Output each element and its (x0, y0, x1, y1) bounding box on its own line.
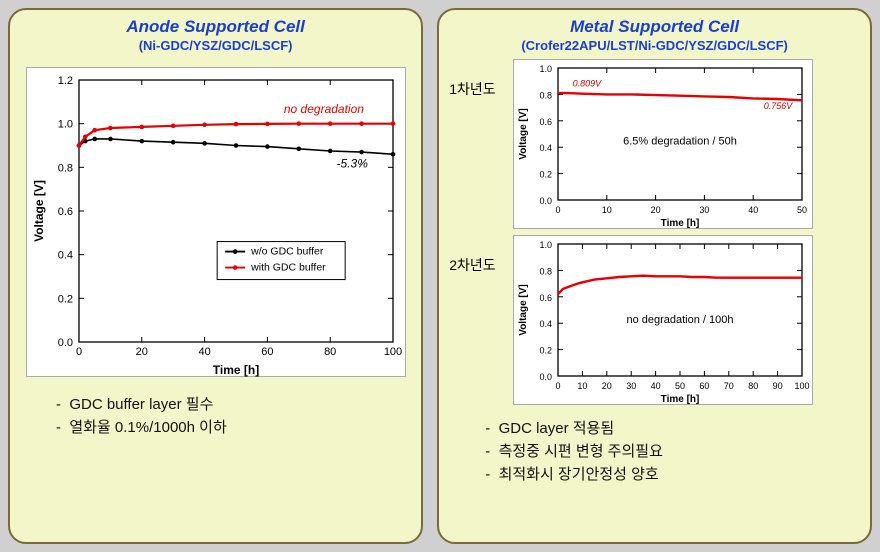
year2-label: 2차년도 (449, 235, 507, 275)
anode-chart: 0 20 40 60 80 100 0.0 0.2 0.4 0.6 0.8 1.0 1.2 Time [h… (26, 67, 406, 377)
svg-text:30: 30 (626, 381, 636, 391)
note-row: - GDC layer 적용됨 (485, 417, 860, 438)
metal-subtitle: (Crofer22APU/LST/Ni-GDC/YSZ/GDC/LSCF) (449, 38, 860, 53)
svg-text:-5.3%: -5.3% (336, 156, 368, 170)
svg-text:0.2: 0.2 (540, 345, 553, 355)
svg-text:50: 50 (675, 381, 685, 391)
year2-row: 2차년도 01020304050607080901000.00.20.40.60… (449, 235, 860, 405)
svg-text:40: 40 (198, 346, 210, 358)
note-text: 열화율 0.1%/1000h 이하 (69, 419, 226, 436)
svg-text:40: 40 (651, 381, 661, 391)
anode-subtitle: (Ni-GDC/YSZ/GDC/LSCF) (20, 38, 411, 53)
svg-text:1.2: 1.2 (57, 75, 72, 87)
svg-text:20: 20 (651, 205, 661, 215)
svg-text:0: 0 (556, 381, 561, 391)
svg-text:6.5% degradation / 50h: 6.5% degradation / 50h (623, 135, 737, 147)
svg-text:10: 10 (602, 205, 612, 215)
svg-text:0.8: 0.8 (540, 266, 553, 276)
svg-text:0.8: 0.8 (540, 90, 553, 100)
svg-text:80: 80 (324, 346, 336, 358)
svg-text:1.0: 1.0 (540, 240, 553, 250)
svg-text:0.6: 0.6 (540, 292, 553, 302)
svg-text:0: 0 (76, 346, 82, 358)
svg-text:1.0: 1.0 (540, 64, 553, 74)
svg-text:Time [h]: Time [h] (661, 394, 700, 405)
svg-text:with GDC buffer: with GDC buffer (250, 261, 326, 273)
anode-chart-svg: 0 20 40 60 80 100 0.0 0.2 0.4 0.6 0.8 1.0 1.2 Time [h… (27, 68, 407, 378)
svg-text:Voltage [V]: Voltage [V] (32, 180, 46, 242)
svg-text:w/o GDC buffer: w/o GDC buffer (250, 245, 324, 257)
svg-text:Voltage [V]: Voltage [V] (518, 284, 529, 335)
metal-panel: Metal Supported Cell (Crofer22APU/LST/Ni… (437, 8, 872, 544)
svg-text:70: 70 (724, 381, 734, 391)
svg-text:40: 40 (748, 205, 758, 215)
svg-text:100: 100 (383, 346, 401, 358)
note-text: GDC buffer layer 필수 (69, 396, 213, 413)
svg-text:30: 30 (700, 205, 710, 215)
svg-text:0: 0 (556, 205, 561, 215)
metal-chart-1-svg: 0 10 20 30 40 50 0.0 0.2 0.4 0.6 0.8 1.0 Time [h] Vol… (514, 60, 814, 230)
svg-text:Time [h]: Time [h] (212, 363, 258, 377)
anode-notes: - GDC buffer layer 필수 - 열화율 0.1%/1000h 이… (20, 391, 411, 439)
svg-text:90: 90 (773, 381, 783, 391)
svg-text:0.0: 0.0 (540, 196, 553, 206)
note-text: 측정중 시편 변형 주의필요 (499, 443, 663, 460)
metal-chart-2: 0 10 20 30 40 50 60 70 80 90 100 0.0 0.2 0.4 0.6 0.8 1.0… (513, 235, 813, 405)
svg-text:20: 20 (602, 381, 612, 391)
svg-text:0.4: 0.4 (540, 319, 553, 329)
svg-text:60: 60 (261, 346, 273, 358)
note-row: - GDC buffer layer 필수 (56, 393, 411, 414)
metal-chart-2-svg: 0 10 20 30 40 50 60 70 80 90 100 0.0 0.2 0.4 0.6 0.8 1.0… (514, 236, 814, 406)
svg-text:10: 10 (578, 381, 588, 391)
svg-text:20: 20 (135, 346, 147, 358)
svg-text:1.0: 1.0 (57, 118, 72, 130)
svg-text:Time [h]: Time [h] (661, 218, 700, 229)
svg-text:0.6: 0.6 (540, 116, 553, 126)
metal-title: Metal Supported Cell (449, 18, 860, 37)
svg-text:Voltage [V]: Voltage [V] (518, 108, 529, 159)
svg-text:0.4: 0.4 (57, 249, 72, 261)
anode-panel: Anode Supported Cell (Ni-GDC/YSZ/GDC/LSC… (8, 8, 423, 544)
svg-text:0.0: 0.0 (540, 372, 553, 382)
note-row: - 측정중 시편 변형 주의필요 (485, 440, 860, 461)
year1-row: 1차년도 0 10 20 30 40 50 0.0 0.2 0.4 0.6 0.8 1.0 Time [… (449, 59, 860, 229)
note-text: 최적화시 장기안정성 양호 (499, 466, 659, 483)
metal-notes: - GDC layer 적용됨 - 측정중 시편 변형 주의필요 - 최적화시 … (449, 415, 860, 486)
svg-text:no degradation: no degradation (283, 101, 363, 115)
svg-text:0.756V: 0.756V (764, 101, 794, 111)
anode-title: Anode Supported Cell (20, 18, 411, 37)
year1-label: 1차년도 (449, 59, 507, 99)
svg-text:0.809V: 0.809V (573, 78, 603, 88)
svg-text:60: 60 (700, 381, 710, 391)
svg-text:no degradation / 100h: no degradation / 100h (627, 314, 734, 326)
svg-text:0.0: 0.0 (57, 337, 72, 349)
metal-charts-wrap: 1차년도 0 10 20 30 40 50 0.0 0.2 0.4 0.6 0.8 1.0 Time [… (449, 59, 860, 405)
note-row: - 열화율 0.1%/1000h 이하 (56, 416, 411, 437)
note-text: GDC layer 적용됨 (499, 420, 615, 437)
svg-text:50: 50 (797, 205, 807, 215)
svg-text:0.6: 0.6 (57, 206, 72, 218)
svg-text:80: 80 (748, 381, 758, 391)
svg-text:0.8: 0.8 (57, 162, 72, 174)
svg-text:0.4: 0.4 (540, 143, 553, 153)
svg-text:100: 100 (795, 381, 810, 391)
svg-text:0.2: 0.2 (540, 169, 553, 179)
svg-text:0.2: 0.2 (57, 293, 72, 305)
metal-chart-1: 0 10 20 30 40 50 0.0 0.2 0.4 0.6 0.8 1.0 Time [h] Vol… (513, 59, 813, 229)
note-row: - 최적화시 장기안정성 양호 (485, 463, 860, 484)
